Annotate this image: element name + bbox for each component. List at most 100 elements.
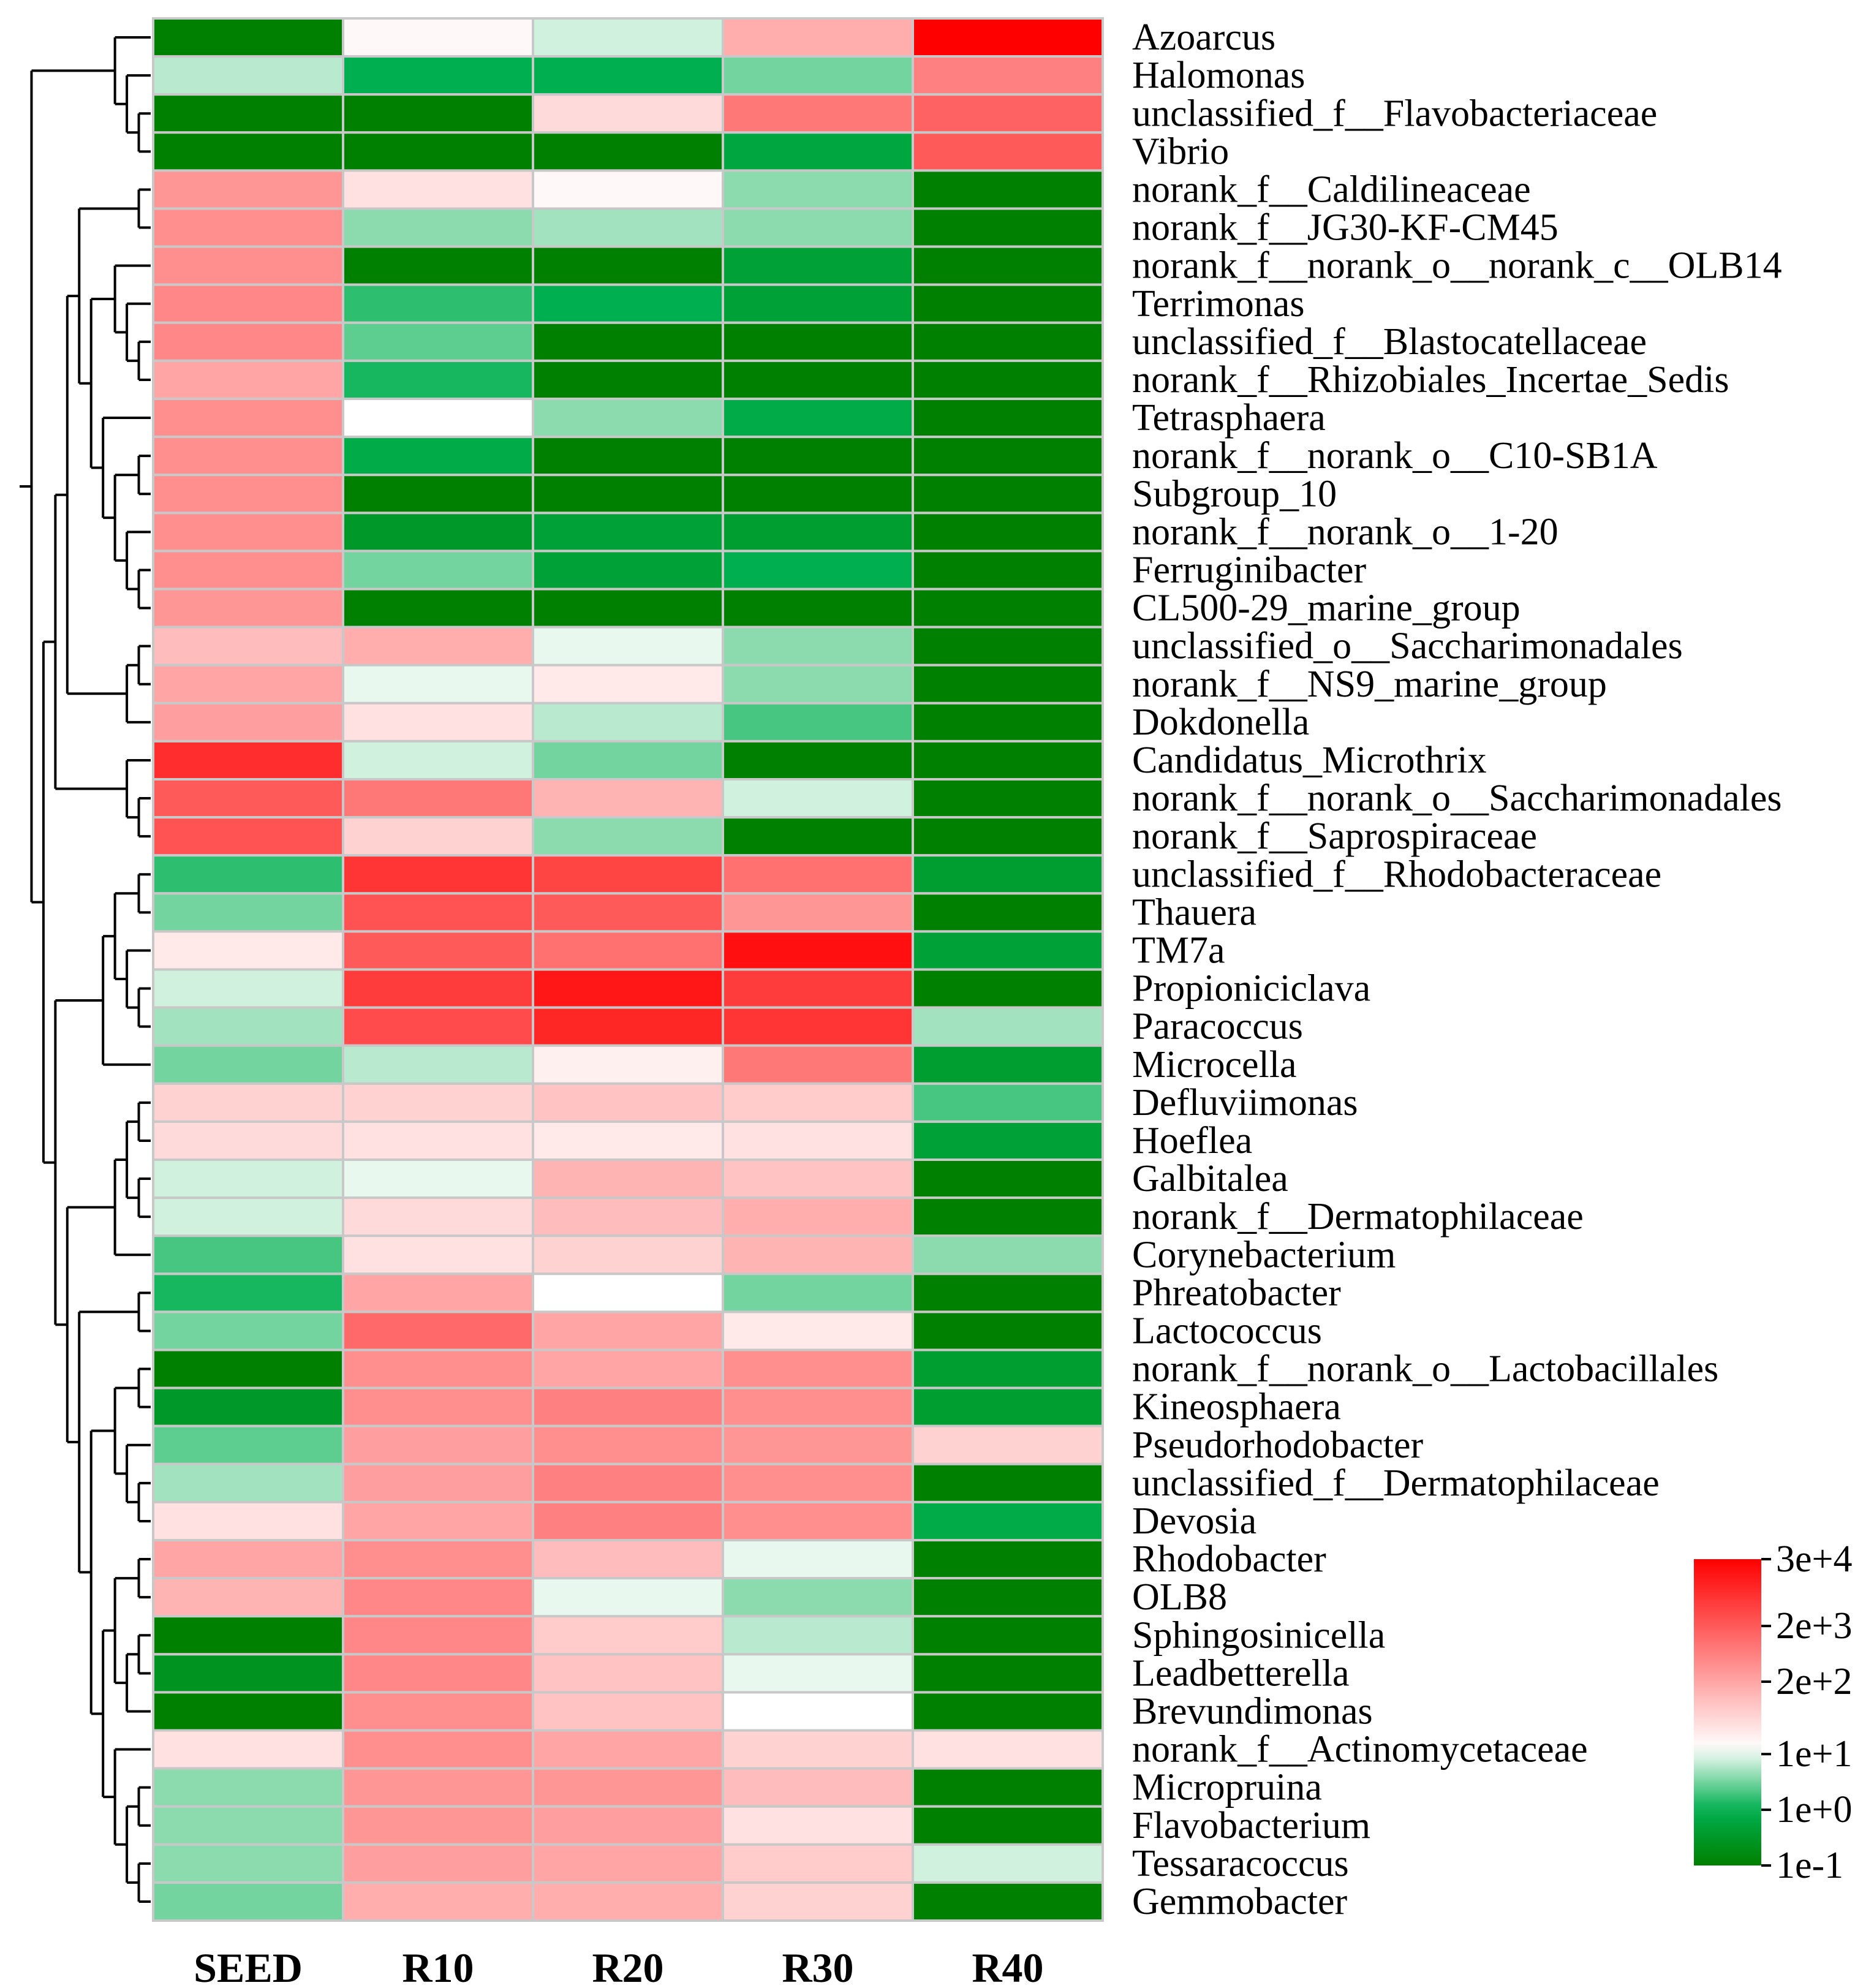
- legend-tick-label: 3e+4: [1776, 1538, 1852, 1580]
- heatmap-cell: [152, 398, 344, 439]
- heatmap-cell: [722, 207, 914, 248]
- row-label: Brevundimonas: [1132, 1690, 1373, 1732]
- row-label: Dokdonella: [1132, 701, 1309, 743]
- heatmap-cell: [342, 1462, 534, 1503]
- heatmap-cell: [532, 1310, 724, 1351]
- heatmap-cell: [722, 968, 914, 1009]
- row-label: Microcella: [1132, 1044, 1297, 1086]
- row-dendrogram: [20, 36, 151, 1903]
- heatmap-cell: [912, 512, 1104, 553]
- heatmap-cell: [342, 398, 534, 439]
- heatmap-cell: [152, 1881, 344, 1922]
- heatmap-cell: [152, 1424, 344, 1465]
- heatmap-cell: [342, 1843, 534, 1884]
- row-label: Vibrio: [1132, 130, 1229, 172]
- heatmap-cells: [152, 17, 1104, 1922]
- heatmap-cell: [152, 663, 344, 705]
- heatmap-cell: [532, 93, 724, 134]
- heatmap-cell: [342, 1691, 534, 1732]
- heatmap-cell: [152, 968, 344, 1009]
- heatmap-cell: [342, 626, 534, 667]
- heatmap-cell: [722, 930, 914, 971]
- heatmap-cell: [912, 398, 1104, 439]
- heatmap-cell: [152, 1767, 344, 1808]
- heatmap-cell: [152, 512, 344, 553]
- heatmap-cell: [342, 93, 534, 134]
- heatmap-cell: [722, 1653, 914, 1694]
- heatmap-cell: [532, 701, 724, 743]
- heatmap-cell: [722, 1310, 914, 1351]
- heatmap-cell: [722, 892, 914, 933]
- heatmap-cell: [532, 892, 724, 933]
- heatmap-cell: [342, 1006, 534, 1047]
- heatmap-cell: [722, 550, 914, 591]
- heatmap-cell: [722, 359, 914, 401]
- heatmap-cell: [912, 359, 1104, 401]
- row-label: OLB8: [1132, 1576, 1227, 1618]
- heatmap-cell: [532, 930, 724, 971]
- heatmap-cell: [532, 1424, 724, 1465]
- row-label: norank_f__Saprospiraceae: [1132, 815, 1537, 857]
- heatmap-cell: [152, 283, 344, 324]
- heatmap-cell: [532, 1120, 724, 1162]
- heatmap-cell: [152, 1386, 344, 1427]
- heatmap-cell: [722, 474, 914, 515]
- heatmap-cell: [342, 1044, 534, 1085]
- heatmap-cell: [722, 1272, 914, 1313]
- heatmap-cell: [532, 1653, 724, 1694]
- heatmap-cell: [722, 93, 914, 134]
- heatmap-cell: [532, 1577, 724, 1618]
- heatmap-cell: [532, 131, 724, 172]
- row-label: Halomonas: [1132, 55, 1305, 96]
- heatmap-cell: [722, 1615, 914, 1656]
- heatmap-cell: [912, 1348, 1104, 1389]
- row-label: Hoeflea: [1132, 1120, 1252, 1162]
- heatmap-cell: [532, 512, 724, 553]
- heatmap-cell: [532, 1158, 724, 1200]
- heatmap-cell: [152, 1158, 344, 1200]
- heatmap-cell: [152, 169, 344, 210]
- heatmap-cell: [152, 17, 344, 58]
- heatmap-cell: [532, 1272, 724, 1313]
- heatmap-cell: [722, 1539, 914, 1580]
- heatmap-cell: [342, 588, 534, 629]
- heatmap-cell: [152, 207, 344, 248]
- heatmap-cell: [912, 701, 1104, 743]
- heatmap-cell: [722, 17, 914, 58]
- heatmap-cell: [532, 1196, 724, 1238]
- heatmap-cell: [532, 1729, 724, 1770]
- heatmap-cell: [722, 1805, 914, 1846]
- row-label: Phreatobacter: [1132, 1272, 1341, 1313]
- row-label: Subgroup_10: [1132, 473, 1337, 515]
- row-labels: AzoarcusHalomonasunclassified_f__Flavoba…: [1132, 17, 1782, 1922]
- heatmap-cell: [152, 1310, 344, 1351]
- heatmap-cell: [342, 1805, 534, 1846]
- heatmap-cell: [722, 1120, 914, 1162]
- row-label: Lactococcus: [1132, 1310, 1322, 1351]
- heatmap-cell: [342, 816, 534, 857]
- heatmap-cell: [532, 321, 724, 362]
- heatmap-cell: [532, 1539, 724, 1580]
- heatmap-cell: [152, 436, 344, 477]
- heatmap-cell: [342, 207, 534, 248]
- heatmap-cell: [532, 359, 724, 401]
- heatmap-cell: [342, 474, 534, 515]
- heatmap-cell: [532, 283, 724, 324]
- heatmap-cell: [912, 17, 1104, 58]
- heatmap-cell: [152, 359, 344, 401]
- heatmap-cell: [722, 1006, 914, 1047]
- row-label: unclassified_f__Dermatophilaceae: [1132, 1462, 1660, 1504]
- row-label: norank_f__NS9_marine_group: [1132, 663, 1607, 705]
- heatmap-cell: [152, 1082, 344, 1123]
- heatmap-cell: [342, 739, 534, 781]
- heatmap-cell: [152, 739, 344, 781]
- heatmap-cell: [722, 588, 914, 629]
- heatmap-cell: [342, 1120, 534, 1162]
- heatmap-cell: [912, 1805, 1104, 1846]
- heatmap-cell: [152, 1462, 344, 1503]
- heatmap-cell: [342, 1196, 534, 1238]
- heatmap-cell: [912, 207, 1104, 248]
- heatmap-cell: [532, 1044, 724, 1085]
- heatmap-cell: [912, 626, 1104, 667]
- heatmap-cell: [342, 1500, 534, 1541]
